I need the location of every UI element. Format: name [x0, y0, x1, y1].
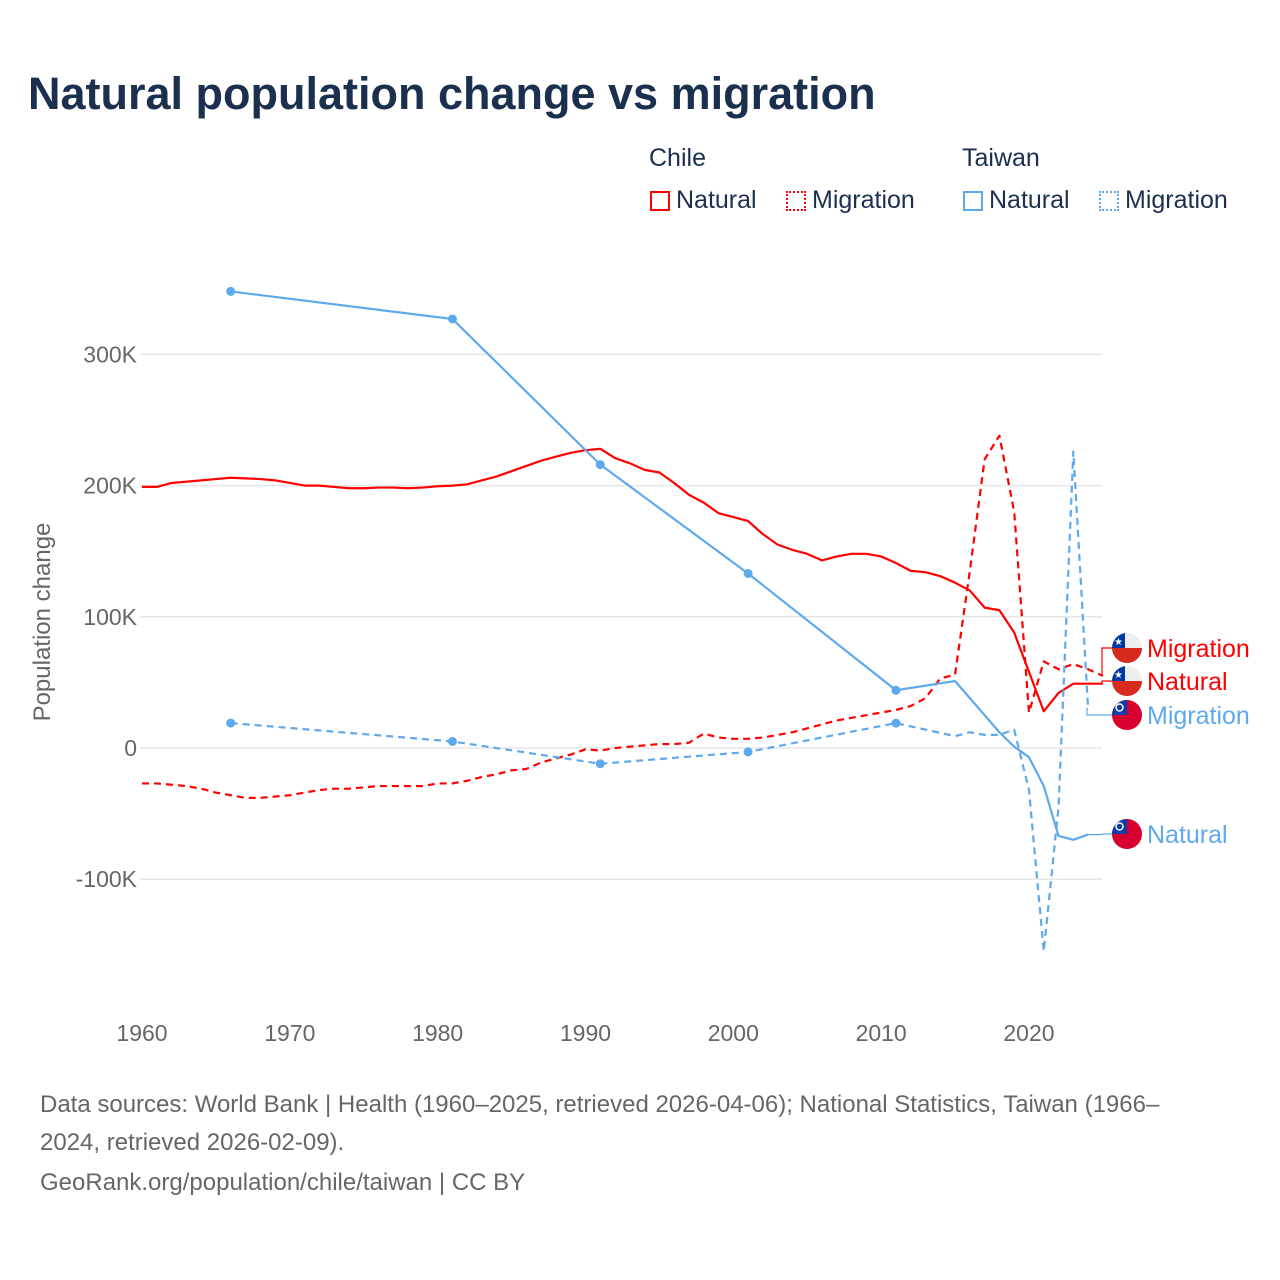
x-tick-label: 2020: [1003, 1020, 1054, 1046]
y-tick-label: -100K: [76, 866, 138, 892]
label-connector: [1088, 833, 1112, 836]
legend-taiwan-migration[interactable]: Migration: [1099, 186, 1228, 215]
dotted-swatch-icon: [1099, 190, 1119, 211]
x-tick-label: 2010: [856, 1020, 907, 1046]
data-point: [743, 747, 753, 757]
data-point: [595, 759, 605, 769]
label-connector: [1086, 708, 1112, 716]
x-tick-label: 1970: [264, 1020, 315, 1046]
footer-credit[interactable]: GeoRank.org/population/chile/taiwan | CC…: [40, 1169, 526, 1196]
data-point: [891, 685, 901, 695]
chile-flag-icon: ★: [1112, 666, 1142, 696]
data-point: [447, 736, 457, 746]
y-axis-label: Population change: [29, 523, 56, 722]
footer-sources-2: 2024, retrieved 2026-02-09).: [40, 1129, 345, 1156]
svg-text:★: ★: [1114, 670, 1123, 681]
solid-swatch-icon: [963, 190, 983, 211]
x-tick-label: 1980: [412, 1020, 463, 1046]
legend-label: Natural: [989, 186, 1070, 214]
series-line-taiwan-migration: [230, 450, 1090, 953]
data-point: [226, 718, 236, 728]
series-line-chile-natural: [142, 447, 1103, 713]
data-point: [447, 314, 457, 324]
chart-title: Natural population change vs migration: [28, 68, 876, 119]
y-tick-label: 100K: [83, 604, 137, 630]
footer-sources-1: Data sources: World Bank | Health (1960–…: [40, 1091, 1160, 1118]
legend-label: Migration: [1125, 186, 1228, 214]
taiwan-flag-icon: [1112, 700, 1142, 730]
dotted-swatch-icon: [786, 190, 806, 211]
data-point: [595, 460, 605, 470]
x-tick-label: 1960: [116, 1020, 167, 1046]
legend-taiwan-natural[interactable]: Natural: [963, 186, 1070, 215]
label-connector: [1101, 680, 1112, 685]
series-end-label: Migration: [1147, 635, 1250, 663]
legend-group-chile: Chile: [649, 144, 706, 172]
data-point: [226, 286, 236, 296]
x-tick-label: 2000: [708, 1020, 759, 1046]
legend-label: Migration: [812, 186, 915, 214]
series-end-label: Migration: [1147, 702, 1250, 730]
legend-chile-natural[interactable]: Natural: [650, 186, 757, 215]
series-line-taiwan-natural: [230, 290, 1089, 841]
data-point: [743, 569, 753, 579]
legend-chile-migration[interactable]: Migration: [786, 186, 915, 215]
label-connector: [1101, 647, 1112, 677]
solid-swatch-icon: [650, 190, 670, 211]
chile-flag-icon: ★: [1112, 633, 1142, 663]
series-line-chile-migration: [142, 434, 1104, 799]
y-tick-label: 0: [124, 735, 137, 761]
legend-label: Natural: [676, 186, 757, 214]
x-tick-label: 1990: [560, 1020, 611, 1046]
legend-group-taiwan: Taiwan: [962, 144, 1040, 172]
y-tick-label: 200K: [83, 473, 137, 499]
svg-text:★: ★: [1114, 637, 1123, 648]
taiwan-flag-icon: [1112, 819, 1142, 849]
series-end-label: Natural: [1147, 821, 1228, 849]
data-point: [891, 718, 901, 728]
series-end-label: Natural: [1147, 668, 1228, 696]
y-tick-label: 300K: [83, 341, 137, 367]
